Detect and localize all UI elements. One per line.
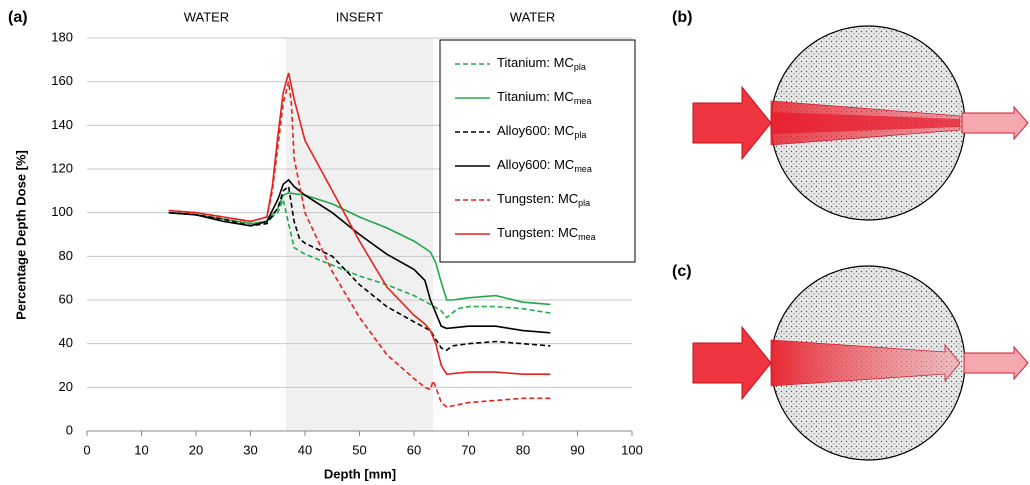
data-line: [168, 192, 551, 306]
legend-subscript: pla: [578, 198, 590, 208]
x-tick-label: 70: [461, 442, 475, 457]
x-tick-label: 40: [298, 442, 312, 457]
x-tick-label: 10: [134, 442, 148, 457]
x-tick-label: 60: [407, 442, 421, 457]
y-axis-label: Percentage Depth Dose [%]: [13, 150, 28, 320]
y-tick-label: 0: [66, 422, 73, 437]
legend-box: [439, 39, 636, 263]
y-tick-label: 140: [51, 117, 73, 132]
region-label: WATER: [510, 9, 556, 24]
diagram-b: [692, 25, 1029, 221]
data-line: [168, 178, 551, 334]
y-tick-label: 80: [59, 248, 73, 263]
x-tick-label: 100: [621, 442, 643, 457]
y-tick-label: 20: [59, 379, 73, 394]
y-tick-label: 40: [59, 335, 73, 350]
x-tick-label: 0: [83, 442, 90, 457]
region-label: WATER: [184, 9, 230, 24]
panel-label: (b): [672, 9, 692, 26]
legend-label: Tungsten: MCmea: [497, 225, 596, 242]
legend-subscript: mea: [574, 164, 592, 174]
legend-label: Titanium: MCpla: [497, 55, 586, 72]
legend-name: Alloy600: MC: [497, 123, 574, 138]
y-tick-label: 120: [51, 160, 73, 175]
legend-subscript: pla: [574, 62, 586, 72]
legend-name: Alloy600: MC: [497, 157, 574, 172]
y-tick-label: 60: [59, 291, 73, 306]
region-label: INSERT: [336, 9, 383, 24]
y-tick-label: 100: [51, 204, 73, 219]
x-tick-label: 20: [189, 442, 203, 457]
panel-label: (a): [8, 9, 28, 26]
y-tick-label: 160: [51, 73, 73, 88]
x-tick-label: 90: [570, 442, 584, 457]
legend-label: Alloy600: MCmea: [497, 157, 592, 174]
legend-label: Tungsten: MCpla: [497, 191, 590, 208]
legend-name: Tungsten: MC: [497, 225, 578, 240]
legend-subscript: pla: [574, 130, 586, 140]
x-tick-label: 50: [352, 442, 366, 457]
legend-subscript: mea: [578, 232, 596, 242]
x-axis-label: Depth [mm]: [324, 466, 396, 481]
data-line: [168, 72, 551, 376]
legend-label: Titanium: MCmea: [497, 89, 591, 106]
y-tick-label: 180: [51, 29, 73, 44]
diagram-c: [692, 265, 1029, 461]
legend-label: Alloy600: MCpla: [497, 123, 586, 140]
data-line: [168, 185, 551, 352]
panel-label: (c): [672, 263, 692, 280]
legend-name: Titanium: MC: [497, 55, 574, 70]
x-tick-label: 80: [516, 442, 530, 457]
legend-name: Titanium: MC: [497, 89, 574, 104]
x-tick-label: 30: [243, 442, 257, 457]
legend-subscript: mea: [574, 96, 592, 106]
data-line: [168, 81, 551, 408]
legend-name: Tungsten: MC: [497, 191, 578, 206]
